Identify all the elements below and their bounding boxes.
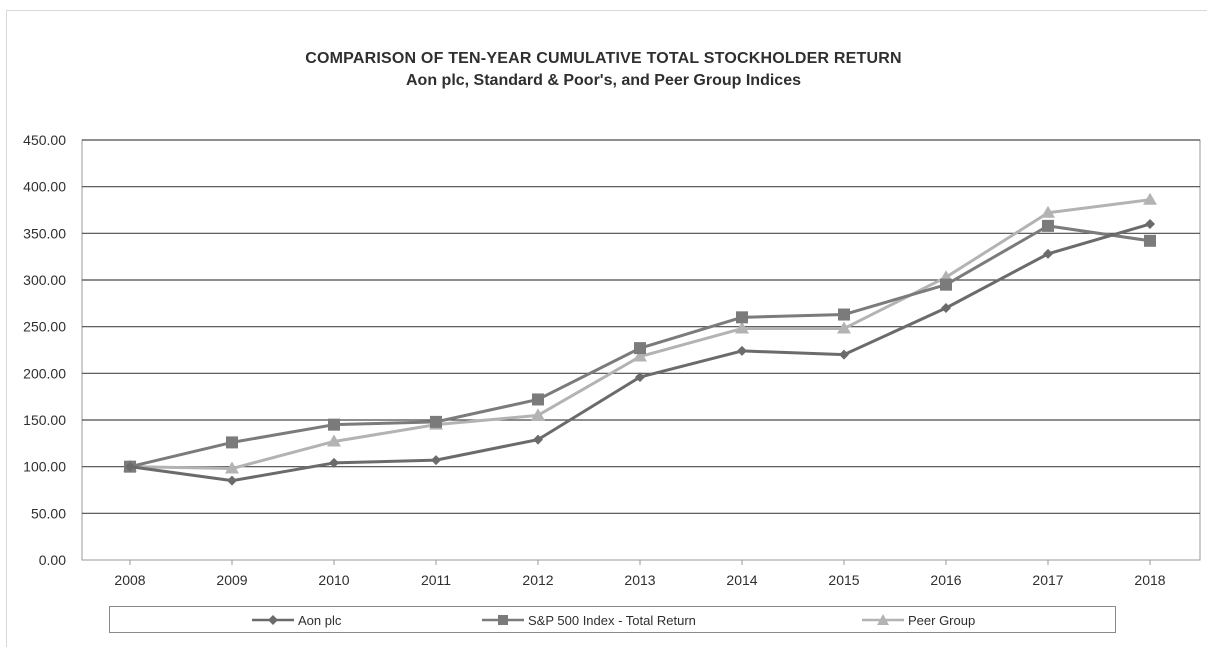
data-point-aon-plc xyxy=(533,434,543,445)
x-tick-label: 2010 xyxy=(318,572,349,588)
chart-legend: Aon plc S&P 500 Index - Total Return Pee… xyxy=(109,606,1116,633)
frame-top-edge xyxy=(6,10,1207,11)
x-tick-label: 2008 xyxy=(114,572,145,588)
data-point-peer-group xyxy=(327,434,341,447)
x-tick-label: 2018 xyxy=(1134,572,1165,588)
data-point-aon-plc xyxy=(1043,248,1053,259)
y-tick-label: 100.00 xyxy=(23,459,66,475)
data-point-aon-plc xyxy=(227,475,237,486)
y-tick-label: 0.00 xyxy=(39,552,66,568)
x-tick-label: 2012 xyxy=(522,572,553,588)
x-tick-label: 2017 xyxy=(1032,572,1063,588)
legend-item-peer: Peer Group xyxy=(860,611,975,629)
legend-label-peer: Peer Group xyxy=(908,612,976,628)
data-point-peer-group xyxy=(1143,192,1157,205)
data-point-peer-group xyxy=(735,321,749,334)
x-tick-label: 2013 xyxy=(624,572,655,588)
y-tick-label: 350.00 xyxy=(23,225,66,241)
data-point-s-p-500-index-total-return xyxy=(1042,219,1054,232)
data-point-aon-plc xyxy=(941,303,951,313)
data-point-peer-group xyxy=(225,461,239,474)
y-tick-label: 450.00 xyxy=(23,132,66,148)
legend-label-aon: Aon plc xyxy=(298,612,342,628)
data-point-peer-group xyxy=(1041,205,1055,218)
x-tick-label: 2009 xyxy=(216,572,247,588)
legend-label-sp500: S&P 500 Index - Total Return xyxy=(528,612,696,628)
chart-title: COMPARISON OF TEN-YEAR CUMULATIVE TOTAL … xyxy=(305,50,902,67)
x-tick-label: 2016 xyxy=(930,572,961,588)
legend-item-aon: Aon plc xyxy=(250,611,341,629)
data-point-s-p-500-index-total-return xyxy=(328,418,340,431)
plot-area: 0.00 50.00 100.00 150.00 200.00 250.00 300.00 3… xyxy=(23,132,1201,588)
data-point-aon-plc xyxy=(125,461,135,472)
y-tick-label: 250.00 xyxy=(23,319,66,335)
legend-diamond-marker-icon xyxy=(252,615,294,625)
data-point-aon-plc xyxy=(839,349,849,360)
data-point-aon-plc xyxy=(329,457,339,468)
y-tick-label: 300.00 xyxy=(23,272,66,288)
data-point-aon-plc xyxy=(635,372,645,383)
x-tick-label: 2011 xyxy=(421,572,451,588)
data-point-aon-plc xyxy=(737,345,747,356)
data-point-peer-group xyxy=(633,349,647,362)
series-line-peer-group xyxy=(129,198,1151,471)
y-tick-label: 50.00 xyxy=(31,505,66,521)
data-point-s-p-500-index-total-return xyxy=(532,393,544,406)
data-point-s-p-500-index-total-return xyxy=(1144,234,1156,247)
data-point-s-p-500-index-total-return xyxy=(838,308,850,321)
legend-item-sp500: S&P 500 Index - Total Return xyxy=(480,611,696,629)
data-point-s-p-500-index-total-return xyxy=(226,436,238,449)
frame-left-edge xyxy=(6,10,7,647)
data-point-peer-group xyxy=(837,321,851,334)
legend-triangle-marker-icon xyxy=(862,614,904,625)
y-tick-label: 400.00 xyxy=(23,179,66,195)
data-point-s-p-500-index-total-return xyxy=(940,278,952,291)
chart-subtitle: Aon plc, Standard & Poor's, and Peer Gro… xyxy=(406,72,801,89)
x-tick-label: 2014 xyxy=(726,572,757,588)
data-point-s-p-500-index-total-return xyxy=(430,415,442,428)
data-point-s-p-500-index-total-return xyxy=(634,342,646,355)
y-tick-label: 200.00 xyxy=(23,365,66,381)
legend-square-marker-icon xyxy=(482,615,524,625)
data-point-peer-group xyxy=(531,408,545,421)
data-point-aon-plc xyxy=(431,455,441,466)
data-point-s-p-500-index-total-return xyxy=(736,311,748,324)
data-point-aon-plc xyxy=(1145,219,1155,229)
x-tick-label: 2015 xyxy=(828,572,859,588)
y-tick-label: 150.00 xyxy=(23,412,66,428)
